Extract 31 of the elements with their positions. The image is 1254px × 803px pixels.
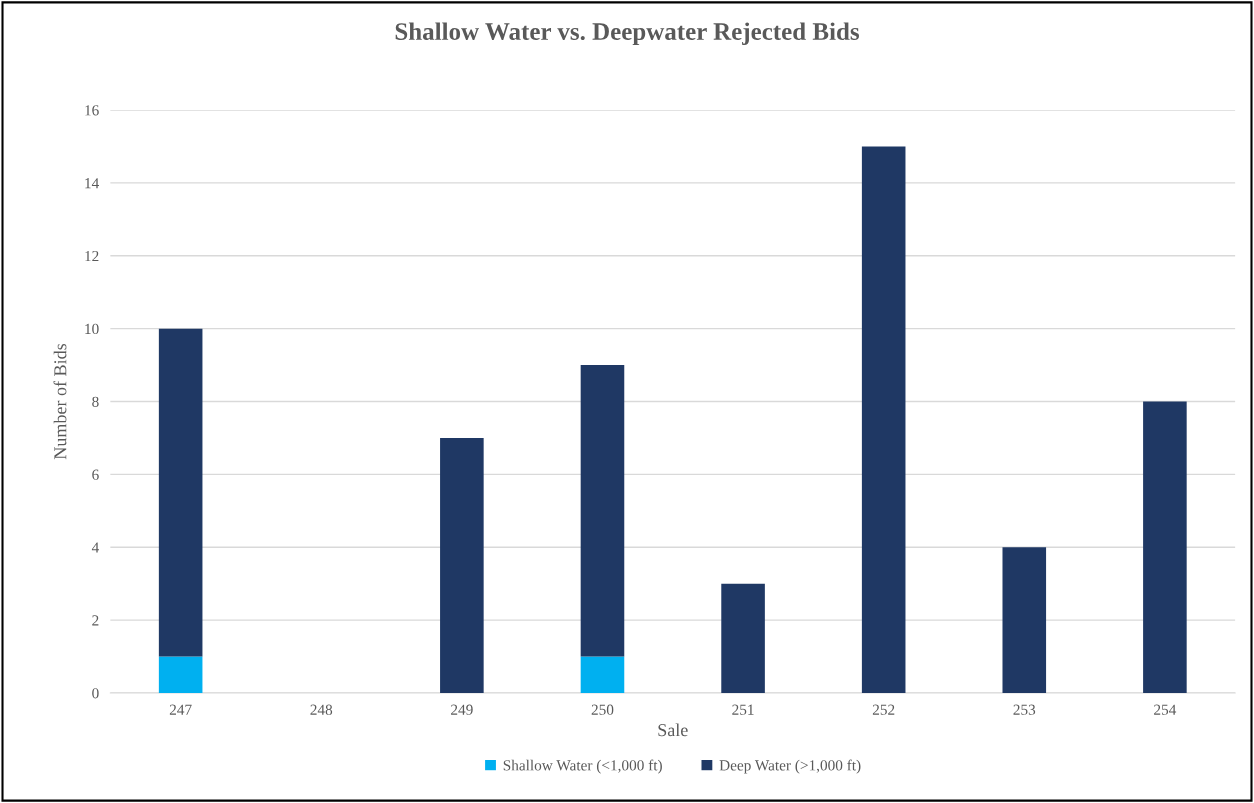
y-tick-label: 0 [92,688,99,699]
y-tick-label: 2 [92,615,99,626]
x-tick-label: 252 [872,704,895,715]
x-tick-label: 254 [1154,704,1177,715]
bar [721,583,765,693]
legend-label: Shallow Water (<1,000 ft) [503,759,662,774]
bar [580,365,625,657]
bar [158,328,203,657]
legend-label: Deep Water (>1,000 ft) [719,759,861,774]
y-tick-label: 12 [85,250,99,262]
bar [580,656,625,693]
x-tick-label: 248 [310,704,333,715]
bar [158,656,203,693]
x-axis-title: Sale [658,723,688,737]
bar [440,437,484,693]
bar [1002,547,1047,693]
y-tick-label: 14 [85,178,99,189]
y-tick-label: 10 [85,323,99,335]
x-tick-label: 250 [591,704,614,715]
y-tick-label: 8 [92,396,99,407]
x-tick-label: 253 [1013,704,1036,715]
bar [1143,401,1187,693]
bar [861,146,906,693]
x-tick-label: 247 [169,704,192,715]
y-tick-label: 6 [92,469,99,480]
y-tick-label: 4 [91,542,99,553]
x-tick-label: 251 [732,704,754,715]
y-axis-title: Number of Bids [53,343,67,460]
chart-title: Shallow Water vs. Deepwater Rejected Bids [395,22,860,46]
y-tick-label: 16 [85,105,99,116]
x-tick-label: 249 [451,704,473,715]
